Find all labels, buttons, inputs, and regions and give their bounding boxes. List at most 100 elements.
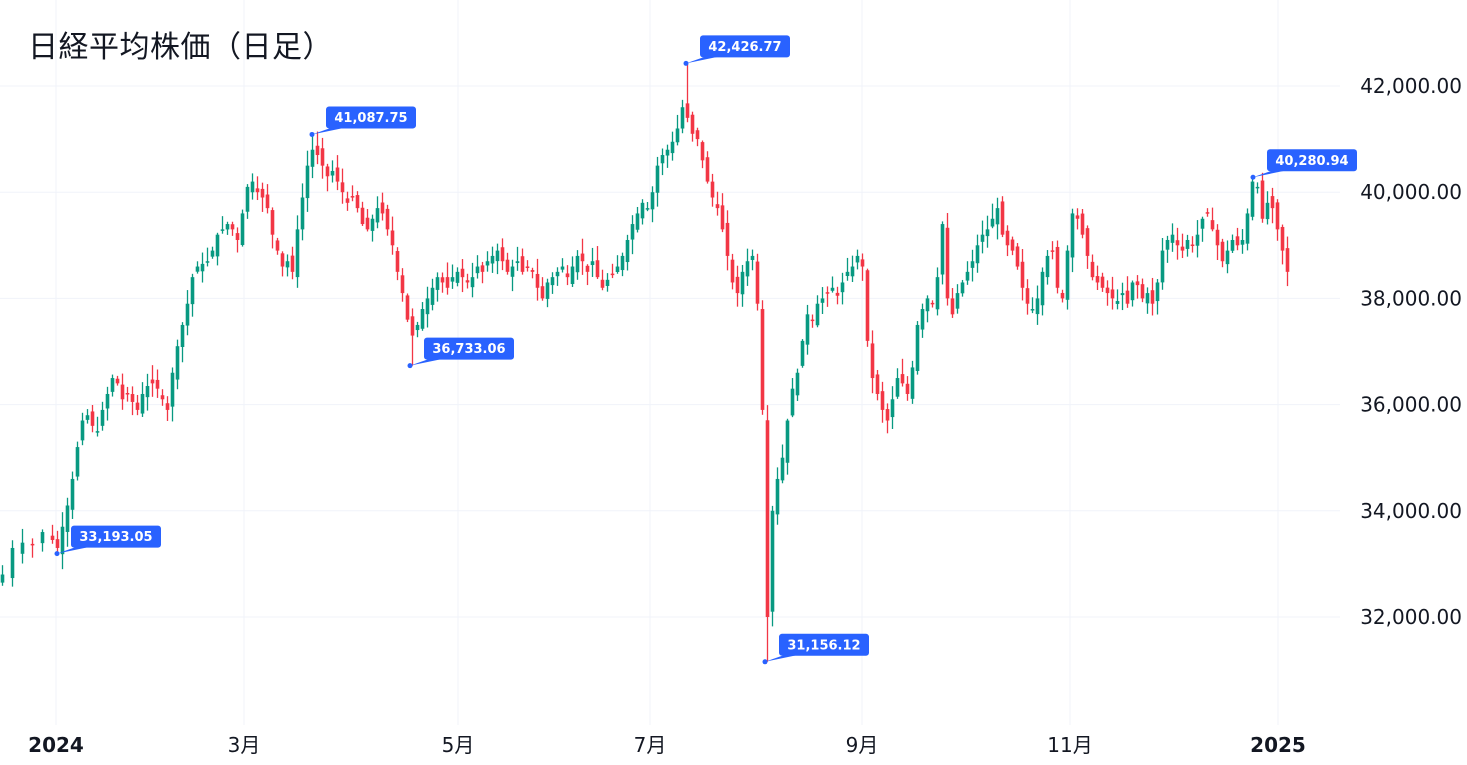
candle <box>1075 215 1080 219</box>
candle <box>1040 271 1045 306</box>
price-axis[interactable]: 42,000.00 40,000.00 38,000.00 36,000.00 34,0… <box>1360 74 1462 629</box>
candle <box>975 245 980 264</box>
candle <box>265 194 270 209</box>
x-tick-label: 9月 <box>846 733 879 757</box>
candle <box>1270 196 1275 209</box>
candle <box>1080 213 1085 235</box>
candle <box>610 273 615 276</box>
candle <box>1220 241 1225 262</box>
candle <box>615 266 620 272</box>
candle <box>465 280 470 283</box>
candle <box>685 103 690 118</box>
candle <box>780 457 785 481</box>
candle <box>925 298 930 312</box>
candle <box>390 230 395 246</box>
candle <box>790 388 795 416</box>
candle <box>1135 281 1140 286</box>
candle <box>775 478 780 515</box>
candle <box>1285 248 1290 272</box>
candle <box>770 510 775 612</box>
candle <box>315 145 320 156</box>
candle <box>740 271 745 295</box>
candle <box>435 277 440 290</box>
candle <box>550 277 555 286</box>
candle <box>480 265 485 272</box>
candle <box>495 250 500 262</box>
candle <box>540 286 545 299</box>
candle <box>170 372 175 407</box>
candle <box>125 393 130 395</box>
candle <box>935 277 940 310</box>
candle <box>840 282 845 293</box>
candle <box>105 393 110 409</box>
candle <box>720 205 725 230</box>
candle <box>1235 236 1240 246</box>
candle <box>530 270 535 272</box>
candle <box>1165 239 1170 250</box>
candle <box>515 261 520 264</box>
candle <box>155 379 160 389</box>
candle <box>290 255 295 272</box>
candle <box>140 393 145 414</box>
candle <box>240 213 245 246</box>
time-axis[interactable]: 2024 3月 5月 7月 9月 11月 2025 <box>28 733 1306 757</box>
candle <box>1170 234 1175 243</box>
candle <box>85 415 90 420</box>
candle <box>555 271 560 277</box>
candle <box>575 255 580 273</box>
candle <box>600 279 605 288</box>
candle <box>305 165 310 199</box>
candle <box>100 409 105 426</box>
candle <box>1245 213 1250 244</box>
candle <box>900 374 905 384</box>
candle <box>1265 202 1270 220</box>
candle <box>885 409 890 421</box>
candle <box>50 535 55 541</box>
candle <box>835 292 840 296</box>
candle <box>360 207 365 225</box>
candle <box>395 251 400 272</box>
candle <box>385 208 390 230</box>
candle <box>910 367 915 399</box>
svg-text:36,733.06: 36,733.06 <box>432 342 505 357</box>
candle <box>195 266 200 272</box>
candle <box>1030 309 1035 311</box>
candle <box>1060 292 1065 299</box>
candle <box>525 266 530 268</box>
candle <box>375 208 380 223</box>
candle <box>880 391 885 410</box>
candle <box>285 261 290 268</box>
candle <box>1095 276 1100 283</box>
candle <box>340 182 345 193</box>
candle <box>920 309 925 330</box>
chart-title: 日経平均株価（日足） <box>28 30 333 65</box>
candle <box>960 282 965 294</box>
candle <box>690 114 695 134</box>
candle <box>965 271 970 281</box>
candle <box>845 271 850 277</box>
candle <box>765 420 770 617</box>
y-tick-label: 38,000.00 <box>1360 286 1462 310</box>
candle <box>345 198 350 203</box>
candle <box>505 259 510 272</box>
candle <box>455 271 460 283</box>
candle <box>520 256 525 272</box>
grid-lines <box>0 0 1340 725</box>
candle <box>850 266 855 277</box>
candle <box>1000 201 1005 235</box>
candle <box>605 279 610 286</box>
price-callout: 40,280.94 <box>1250 149 1357 180</box>
x-tick-label: 7月 <box>634 733 667 757</box>
candle <box>645 208 650 210</box>
candle <box>400 275 405 294</box>
candle <box>275 240 280 251</box>
candle <box>620 255 625 271</box>
candle <box>235 233 240 240</box>
candle <box>665 149 670 156</box>
candle <box>120 384 125 400</box>
candle <box>1260 180 1265 219</box>
candle <box>425 298 430 315</box>
candle <box>200 263 205 272</box>
candle <box>930 302 935 305</box>
